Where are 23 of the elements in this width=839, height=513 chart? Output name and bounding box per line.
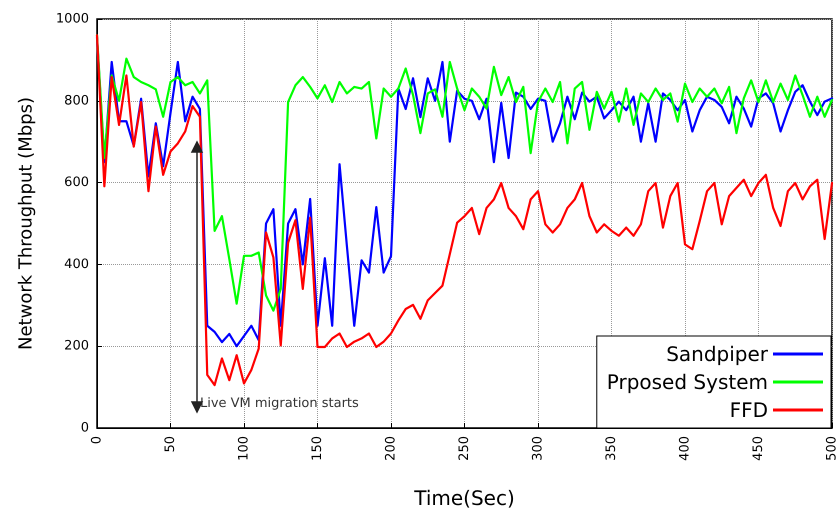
y-tick-label: 600	[64, 175, 89, 190]
x-tick-label: 200	[384, 436, 398, 461]
y-tick-label: 800	[64, 93, 89, 108]
x-axis-title: Time(Sec)	[413, 486, 515, 510]
x-tick-label: 300	[530, 436, 546, 461]
x-tick-label: 500	[824, 436, 839, 461]
legend-label: Sandpiper	[666, 342, 769, 366]
x-tick-label: 350	[604, 436, 619, 461]
y-tick-label: 1000	[56, 12, 89, 26]
legend-label: Prposed System	[606, 370, 768, 394]
y-tick-label: 400	[64, 256, 89, 272]
ref-line-label: Live VM migration starts	[200, 396, 360, 412]
y-tick-label: 0	[80, 420, 89, 436]
legend-label: FFD	[730, 398, 768, 422]
x-tick-label: 400	[678, 436, 692, 461]
x-tick-label: 150	[310, 436, 325, 461]
y-tick-label: 200	[64, 338, 89, 354]
x-tick-label: 100	[236, 436, 252, 461]
x-tick-label: 50	[163, 436, 178, 453]
x-tick-label: 0	[90, 436, 104, 444]
x-tick-label: 250	[457, 436, 472, 461]
y-axis-title: Network Throughput (Mbps)	[16, 97, 36, 350]
x-tick-label: 450	[751, 436, 766, 461]
